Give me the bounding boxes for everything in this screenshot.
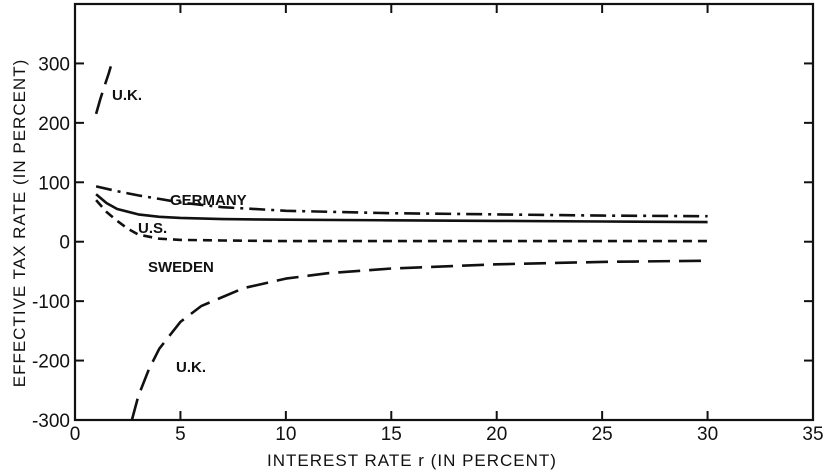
series-label-uk-top: U.K. bbox=[112, 87, 142, 104]
y-tick-label: 300 bbox=[38, 54, 70, 75]
series-line-uk-4 bbox=[130, 259, 708, 421]
plot-border bbox=[73, 2, 815, 422]
x-tick-label: 15 bbox=[381, 424, 402, 445]
y-tick-label: 100 bbox=[38, 173, 70, 194]
series-line-germany-1 bbox=[95, 185, 708, 218]
y-tick-label: 0 bbox=[59, 233, 70, 254]
x-tick-label: 25 bbox=[592, 424, 613, 445]
series-label-sweden: SWEDEN bbox=[148, 259, 214, 276]
y-tick-label: -200 bbox=[32, 352, 70, 373]
series-lines bbox=[94, 66, 708, 421]
x-tick-label: 30 bbox=[697, 424, 718, 445]
x-axis-label: INTEREST RATE r (IN PERCENT) bbox=[267, 451, 557, 470]
series-label-us: U.S. bbox=[138, 220, 167, 237]
y-tick-label: -100 bbox=[32, 292, 70, 313]
plot-frame bbox=[73, 2, 815, 422]
y-axis-label: EFFECTIVE TAX RATE (IN PERCENT) bbox=[10, 59, 29, 388]
y-tick-label: 200 bbox=[38, 114, 70, 135]
x-tick-label: 0 bbox=[70, 424, 81, 445]
x-tick-label: 20 bbox=[486, 424, 507, 445]
axis-ticks: 0 5 10 15 20 25 30 35 -300 -200 -100 0 100 200 300 bbox=[32, 4, 824, 445]
y-tick-label: -300 bbox=[32, 411, 70, 432]
series-line-uk-0 bbox=[94, 66, 113, 115]
series-label-germany: GERMANY bbox=[170, 192, 247, 209]
x-tick-label: 10 bbox=[275, 424, 296, 445]
series-line-us-2 bbox=[95, 193, 708, 224]
series-label-uk-bottom: U.K. bbox=[176, 359, 206, 376]
x-tick-label: 5 bbox=[175, 424, 186, 445]
x-tick-label: 35 bbox=[802, 424, 823, 445]
